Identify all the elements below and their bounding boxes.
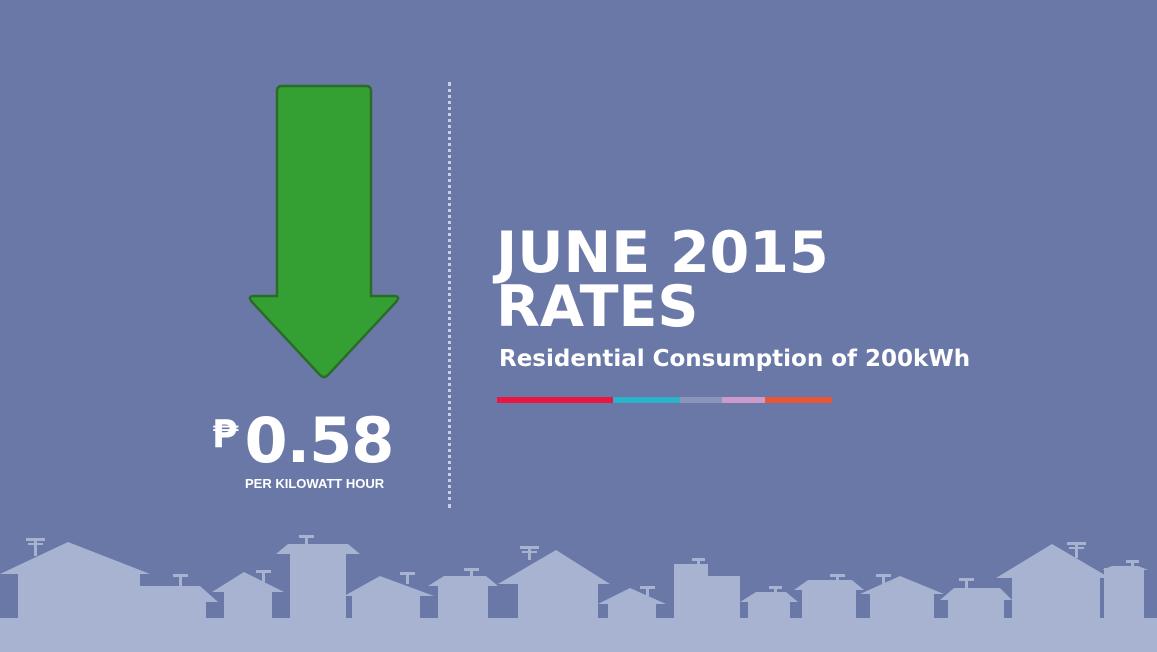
title-line-2: RATES [496, 274, 699, 340]
color-bar-segment-gray [680, 397, 722, 403]
color-bar-segment-pink [722, 397, 765, 403]
rate-unit: PER KILOWATT HOUR [245, 476, 385, 491]
subtitle: Residential Consumption of 200kWh [499, 346, 971, 372]
color-bar-segment-cyan [613, 397, 680, 403]
peso-symbol: ₱ [212, 412, 239, 456]
color-bar-segment-orange [765, 397, 832, 403]
rate-value: ₱0.58 [212, 404, 394, 477]
title-line-1: JUNE 2015 [496, 220, 829, 286]
down-arrow-icon [248, 84, 400, 379]
houses-skyline-icon [0, 535, 1157, 652]
rate-number: 0.58 [244, 404, 394, 477]
color-bar [497, 397, 832, 403]
dotted-divider [448, 82, 451, 508]
page-title: JUNE 2015 RATES [496, 220, 829, 340]
color-bar-segment-red [497, 397, 613, 403]
